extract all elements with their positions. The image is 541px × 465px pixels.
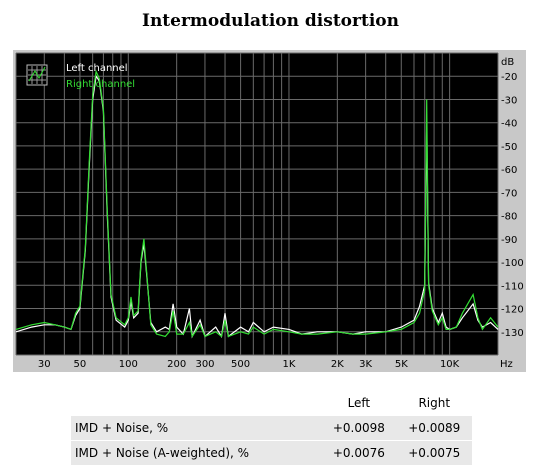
row-label: IMD + Noise (A-weighted), %	[71, 440, 322, 465]
x-tick-label: 300	[195, 359, 214, 370]
y-tick-label: -100	[501, 258, 524, 269]
x-tick-label: 5K	[395, 359, 408, 370]
y-tick-label: -120	[501, 305, 524, 316]
x-tick-label: 2K	[331, 359, 344, 370]
row-right-value: +0.0089	[396, 415, 472, 441]
series-layer	[15, 69, 499, 339]
results-table: Left Right IMD + Noise, % +0.0098 +0.008…	[71, 391, 472, 465]
legend: Left channel Right channel	[26, 63, 135, 90]
row-left-value: +0.0098	[321, 415, 397, 441]
results-header-label	[71, 391, 322, 416]
y-axis: dB -20 -30 -40 -50 -60 -70 -80 -90 -100 -110 -120 -…	[501, 57, 524, 339]
y-tick-label: -60	[501, 165, 517, 176]
results-header-right: Right	[396, 391, 472, 416]
x-axis: Hz 30 50 100 200 300 500 1K 2K 3K 5K 10K	[38, 359, 513, 370]
x-tick-label: 50	[74, 359, 87, 370]
plot-area	[16, 53, 498, 355]
legend-icon-trace	[28, 66, 46, 82]
y-unit-label: dB	[501, 57, 514, 68]
x-tick-label: 100	[119, 359, 138, 370]
x-tick-label: 1K	[283, 359, 296, 370]
x-unit-label: Hz	[500, 359, 513, 370]
legend-grid-icon	[28, 66, 46, 84]
x-tick-label: 10K	[440, 359, 460, 370]
y-tick-label: -50	[501, 142, 517, 153]
x-tick-label: 30	[38, 359, 51, 370]
table-row: IMD + Noise, % +0.0098 +0.0089	[71, 415, 472, 441]
results-header-left: Left	[321, 391, 397, 416]
y-tick-label: -110	[501, 281, 524, 292]
row-right-value: +0.0075	[396, 440, 472, 465]
y-tick-label: -80	[501, 212, 517, 223]
y-tick-label: -70	[501, 188, 517, 199]
table-row: IMD + Noise (A-weighted), % +0.0076 +0.0…	[71, 440, 472, 465]
chart-frame: Left channel Right channel dB -20 -30 -40 -…	[13, 50, 526, 372]
grid	[15, 52, 499, 356]
x-tick-label: 200	[167, 359, 186, 370]
series-right-channel	[15, 69, 499, 338]
legend-right-channel: Right channel	[66, 79, 135, 90]
x-tick-label: 3K	[359, 359, 372, 370]
y-tick-label: -20	[501, 72, 517, 83]
legend-left-channel: Left channel	[66, 63, 128, 74]
results-header-row: Left Right	[71, 391, 472, 416]
y-tick-label: -130	[501, 328, 524, 339]
x-tick-label: 500	[231, 359, 250, 370]
row-label: IMD + Noise, %	[71, 415, 322, 441]
page-title: Intermodulation distortion	[142, 11, 399, 31]
y-tick-label: -30	[501, 96, 517, 107]
row-left-value: +0.0076	[321, 440, 397, 465]
y-tick-label: -40	[501, 119, 517, 130]
y-tick-label: -90	[501, 235, 517, 246]
spectrum-chart: Left channel Right channel dB -20 -30 -40 -…	[15, 52, 524, 370]
